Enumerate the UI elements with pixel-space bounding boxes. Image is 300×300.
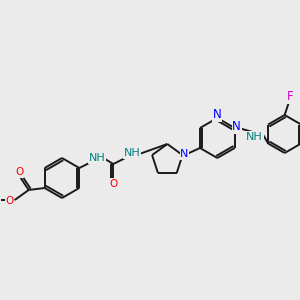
Text: O: O xyxy=(16,167,24,177)
Text: N: N xyxy=(213,109,222,122)
Text: NH: NH xyxy=(89,153,106,163)
Text: NH: NH xyxy=(246,132,263,142)
Text: F: F xyxy=(287,91,294,103)
Text: N: N xyxy=(180,149,189,159)
Text: N: N xyxy=(232,121,241,134)
Text: O: O xyxy=(6,196,14,206)
Text: NH: NH xyxy=(124,148,141,158)
Text: O: O xyxy=(109,179,117,189)
